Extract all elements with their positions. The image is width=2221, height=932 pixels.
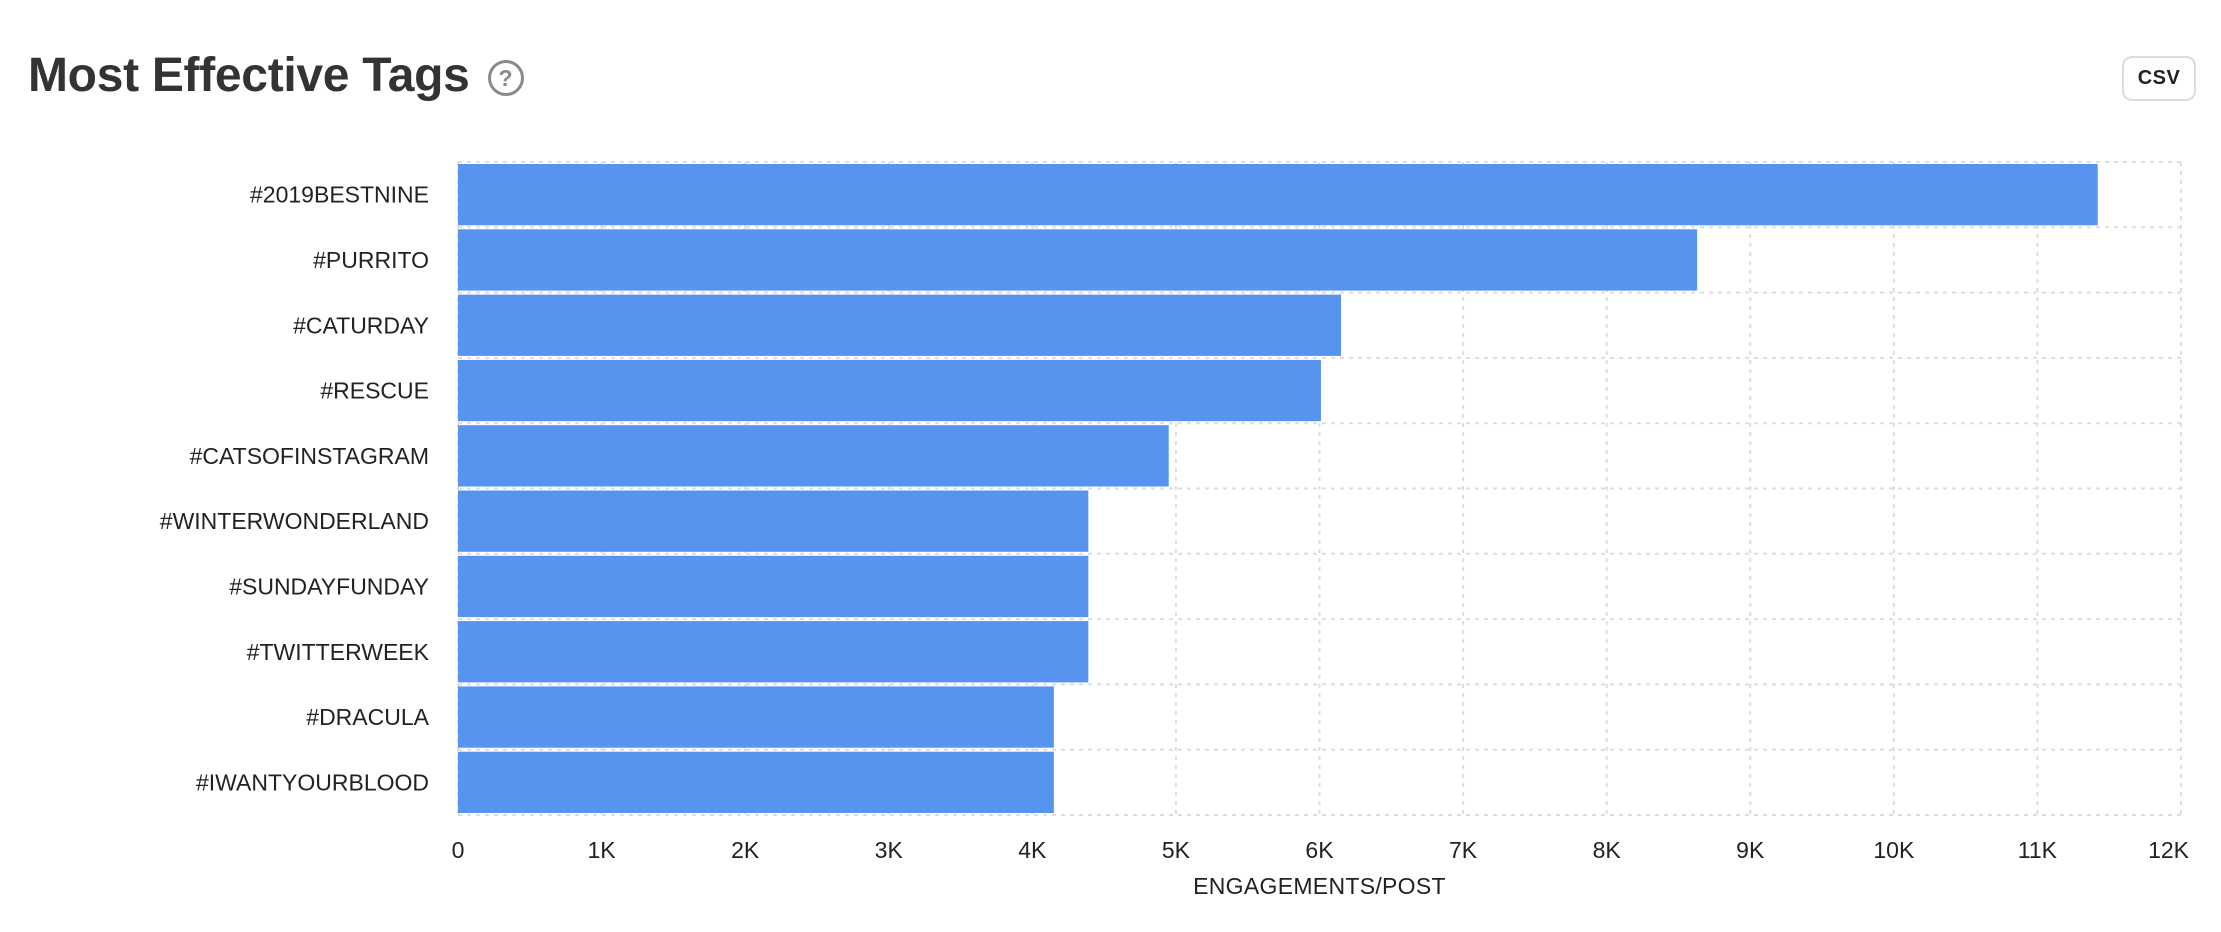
x-tick-label: 2K	[731, 837, 760, 863]
chart-header: Most Effective Tags ?	[28, 52, 524, 100]
bar	[458, 164, 2098, 226]
question-circle-icon[interactable]: ?	[487, 60, 524, 96]
category-label: #RESCUE	[320, 378, 429, 404]
category-label: #SUNDAYFUNDAY	[229, 573, 429, 599]
category-label: #DRACULA	[306, 704, 429, 730]
x-tick-label: 11K	[2018, 837, 2058, 863]
bar	[458, 490, 1089, 552]
x-tick-label: 9K	[1736, 837, 1765, 863]
page-title: Most Effective Tags	[28, 49, 470, 102]
x-tick-label: 6K	[1305, 837, 1334, 863]
x-tick-label: 5K	[1162, 837, 1191, 863]
category-label: #TWITTERWEEK	[247, 639, 430, 665]
category-labels: #2019BESTNINE #PURRITO #CATURDAY #RESCUE #CA…	[160, 182, 430, 796]
category-label: #PURRITO	[313, 247, 429, 273]
bar	[458, 425, 1169, 487]
bar	[458, 359, 1321, 422]
bar	[458, 555, 1089, 618]
category-label: #2019BESTNINE	[250, 182, 429, 208]
x-tick-label: 3K	[875, 837, 904, 863]
x-tick-label: 4K	[1018, 837, 1047, 863]
category-label: #CATURDAY	[293, 312, 429, 338]
x-tick-label: 0	[452, 837, 465, 863]
bar	[458, 686, 1054, 748]
x-tick-label: 10K	[1873, 837, 1915, 863]
category-label: #CATSOFINSTAGRAM	[190, 443, 429, 469]
bars	[458, 164, 2098, 813]
category-label: #WINTERWONDERLAND	[160, 508, 429, 534]
bar	[458, 294, 1342, 356]
x-tick-labels: 0 1K 2K 3K 4K 5K 6K 7K 8K 9K 10K 11K 12K	[452, 837, 2190, 863]
x-tick-label: 1K	[588, 837, 617, 863]
csv-export-button[interactable]: CSV	[2122, 56, 2196, 101]
x-tick-label: 7K	[1449, 837, 1478, 863]
x-tick-label: 8K	[1593, 837, 1622, 863]
bar	[458, 621, 1089, 683]
bar	[458, 229, 1698, 291]
x-axis-title: ENGAGEMENTS/POST	[1193, 873, 1446, 899]
x-tick-label: 12K	[2148, 837, 2190, 863]
category-label: #IWANTYOURBLOOD	[196, 769, 429, 795]
bar	[458, 751, 1054, 813]
